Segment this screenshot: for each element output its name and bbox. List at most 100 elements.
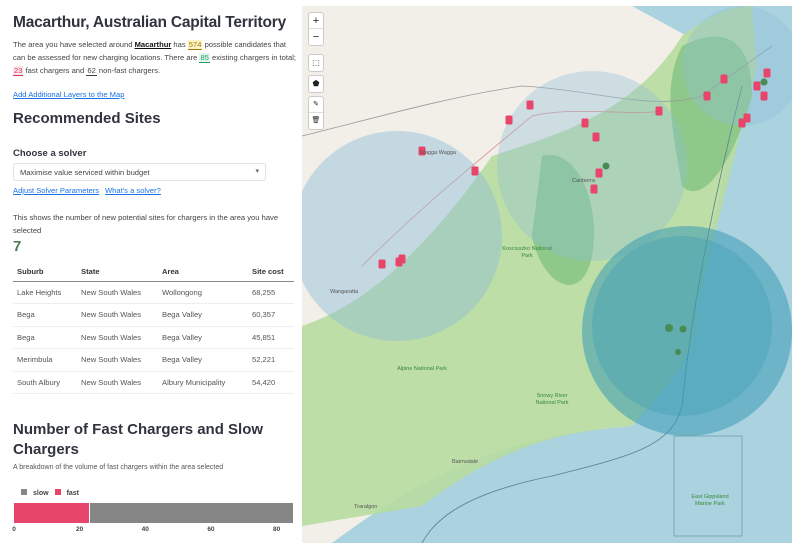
charger-marker-icon[interactable]: [505, 115, 513, 125]
site-marker[interactable]: [760, 78, 768, 86]
marine-park-boundary: [673, 435, 743, 537]
table-row: South Albury New South Wales Albury Munici…: [13, 371, 294, 394]
rectangle-icon: ⬚: [312, 58, 320, 67]
bar-segment-slow[interactable]: [89, 503, 293, 523]
slow-count: 62: [86, 66, 97, 76]
zoom-out-button[interactable]: −: [312, 31, 320, 43]
charger-marker-icon[interactable]: [526, 100, 534, 110]
charger-marker-icon[interactable]: [595, 168, 603, 178]
polygon-icon: ⬟: [312, 79, 320, 88]
chart-heading: Number of Fast Chargers and Slow Charger…: [13, 421, 264, 458]
x-tick-label: 60: [207, 526, 215, 533]
map-label-marine-park: East Gippsland Marine Park: [691, 494, 729, 507]
draw-rectangle-button[interactable]: ⬚: [308, 54, 324, 72]
candidates-count: 574: [187, 40, 203, 50]
table-header-row: Suburb State Area Site cost: [13, 262, 294, 282]
solver-value: Maximise value serviced within budget: [20, 168, 150, 177]
sites-description: This shows the number of new potential s…: [13, 213, 279, 235]
table-cell: Bega: [13, 326, 77, 349]
place-name: Macarthur: [134, 40, 172, 49]
table-cell: 60,357: [248, 303, 294, 327]
col-cost: Site cost: [248, 262, 294, 282]
draw-polygon-button[interactable]: ⬟: [308, 75, 324, 93]
delete-button[interactable]: 🗑: [309, 113, 323, 129]
charger-marker-icon[interactable]: [395, 257, 403, 267]
charger-marker-icon[interactable]: [760, 91, 768, 101]
table-cell: Bega Valley: [158, 303, 248, 327]
col-suburb: Suburb: [13, 262, 77, 282]
table-cell: 52,221: [248, 348, 294, 372]
add-layers-link[interactable]: Add Additional Layers to the Map: [13, 90, 125, 99]
site-marker[interactable]: [665, 324, 673, 332]
x-tick-label: 40: [141, 526, 149, 533]
map-label-alpine: Alpine National Park: [397, 366, 447, 372]
whats-solver-link[interactable]: What's a solver?: [105, 186, 161, 195]
solver-label: Choose a solver: [13, 148, 87, 159]
table-row: Merimbula New South Wales Bega Valley 52,22…: [13, 348, 294, 372]
coverage-circle: [582, 226, 792, 436]
bar-segment-fast[interactable]: [14, 503, 90, 523]
adjust-solver-link[interactable]: Adjust Solver Parameters: [13, 186, 100, 195]
site-marker[interactable]: [602, 162, 610, 170]
page-title: Macarthur, Australian Capital Territory: [13, 14, 286, 31]
table-cell: Lake Heights: [13, 281, 77, 304]
table-cell: Albury Municipality: [158, 371, 248, 394]
highway: [361, 110, 663, 267]
intro-text-part: existing chargers in total;: [209, 53, 296, 62]
col-state: State: [77, 262, 158, 282]
charger-marker-icon[interactable]: [590, 184, 598, 194]
coverage-circle: [497, 71, 687, 261]
chart-legend: slow fast: [21, 489, 79, 497]
intro-text-part: possible candidates that can be assessed…: [13, 40, 287, 62]
charger-marker-icon[interactable]: [655, 106, 663, 116]
chart-subtitle: A breakdown of the volume of fast charge…: [13, 464, 224, 471]
charger-marker-icon[interactable]: [720, 74, 728, 84]
table-cell: New South Wales: [77, 371, 158, 394]
charger-marker-icon[interactable]: [763, 68, 771, 78]
park-area: [532, 154, 594, 285]
edit-button[interactable]: ✎: [309, 97, 323, 113]
table-cell: Wollongong: [158, 281, 248, 304]
charger-marker-icon[interactable]: [378, 259, 386, 269]
table-row: Bega New South Wales Bega Valley 45,851: [13, 326, 294, 349]
charger-marker-icon[interactable]: [418, 146, 426, 156]
table-cell: 68,255: [248, 281, 294, 304]
intro-text-part: The area you have selected around: [13, 40, 135, 49]
chevron-down-icon: ▾: [255, 168, 259, 175]
charger-marker-icon[interactable]: [703, 91, 711, 101]
solver-select[interactable]: Maximise value serviced within budget ▾: [13, 163, 266, 181]
zoom-control: + −: [308, 12, 324, 46]
legend-slow: slow: [21, 489, 49, 497]
trash-icon: 🗑: [311, 117, 321, 124]
recommended-heading: Recommended Sites: [13, 110, 161, 127]
legend-label: slow: [33, 490, 49, 497]
charger-marker-icon[interactable]: [753, 81, 761, 91]
table-cell: 45,851: [248, 326, 294, 349]
col-area: Area: [158, 262, 248, 282]
edit-icon: ✎: [313, 101, 319, 108]
charger-marker-icon[interactable]: [581, 118, 589, 128]
table-cell: Merimbula: [13, 348, 77, 372]
x-tick-label: 80: [272, 526, 281, 533]
site-marker[interactable]: [675, 349, 681, 355]
table-cell: 54,420: [248, 371, 294, 394]
charger-marker-icon[interactable]: [592, 132, 600, 142]
edit-control: ✎ 🗑: [308, 96, 324, 130]
table-cell: New South Wales: [77, 326, 158, 349]
map-label-wagga: Wagga Wagga: [420, 150, 456, 156]
intro-text-part: non-fast chargers.: [96, 66, 161, 75]
site-marker[interactable]: [679, 325, 687, 333]
charger-marker-icon[interactable]: [471, 166, 479, 176]
intro-text: The area you have selected around Macart…: [13, 38, 298, 77]
sites-table: Suburb State Area Site cost Lake Heights…: [13, 262, 294, 394]
table-cell: New South Wales: [77, 281, 158, 304]
charger-marker-icon[interactable]: [738, 118, 746, 128]
map-label-traralgon: Traralgon: [354, 504, 378, 510]
zoom-in-button[interactable]: +: [309, 13, 323, 29]
map[interactable]: Wagga Wagga Canberra Wangaratta Kosciusz…: [302, 6, 792, 543]
existing-count: 85: [199, 53, 210, 63]
legend-label: fast: [66, 490, 80, 497]
sites-count: 7: [13, 238, 22, 255]
intro-text-part: has: [171, 40, 188, 49]
legend-fast: fast: [54, 489, 80, 497]
